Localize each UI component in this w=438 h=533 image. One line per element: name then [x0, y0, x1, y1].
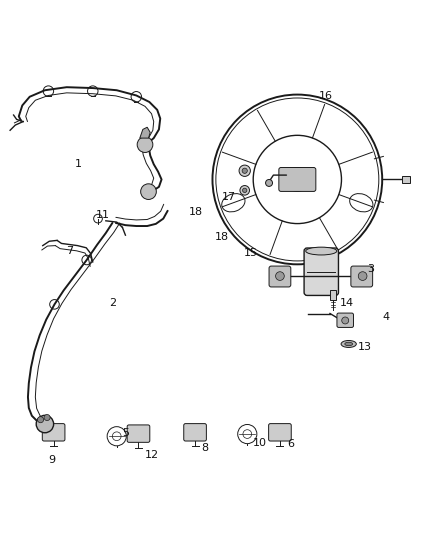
Text: 1: 1 — [74, 159, 81, 169]
Circle shape — [342, 317, 349, 324]
FancyBboxPatch shape — [279, 167, 316, 191]
Circle shape — [242, 168, 247, 173]
FancyBboxPatch shape — [304, 248, 339, 295]
Text: 17: 17 — [222, 192, 236, 202]
Polygon shape — [140, 127, 150, 138]
Text: 18: 18 — [215, 232, 229, 242]
Circle shape — [358, 272, 367, 280]
Circle shape — [276, 272, 284, 280]
FancyBboxPatch shape — [337, 313, 353, 327]
Text: 14: 14 — [340, 298, 354, 308]
Circle shape — [38, 417, 44, 423]
Text: 5: 5 — [122, 428, 129, 438]
FancyBboxPatch shape — [42, 424, 65, 441]
Text: 6: 6 — [287, 439, 294, 449]
FancyBboxPatch shape — [351, 266, 373, 287]
Circle shape — [137, 137, 153, 152]
Text: 9: 9 — [48, 455, 56, 465]
Circle shape — [286, 167, 309, 191]
Ellipse shape — [306, 247, 337, 255]
Circle shape — [243, 188, 247, 192]
FancyBboxPatch shape — [127, 425, 150, 442]
Text: 3: 3 — [367, 264, 374, 273]
Text: 8: 8 — [201, 443, 209, 454]
Text: 15: 15 — [244, 248, 258, 259]
Text: 10: 10 — [253, 438, 267, 448]
Text: 13: 13 — [358, 342, 372, 352]
Bar — [330, 290, 336, 300]
FancyBboxPatch shape — [184, 424, 206, 441]
Text: 11: 11 — [96, 210, 110, 220]
Text: 7: 7 — [66, 246, 73, 256]
Text: 16: 16 — [319, 91, 333, 101]
Text: 4: 4 — [382, 312, 389, 322]
Circle shape — [36, 415, 53, 433]
Circle shape — [141, 184, 156, 199]
FancyBboxPatch shape — [269, 266, 291, 287]
Circle shape — [44, 415, 50, 421]
Circle shape — [240, 185, 250, 195]
Text: 12: 12 — [145, 450, 159, 461]
Ellipse shape — [345, 342, 353, 346]
Bar — [402, 176, 410, 182]
Text: 18: 18 — [188, 207, 203, 216]
Ellipse shape — [341, 341, 356, 348]
FancyBboxPatch shape — [268, 424, 291, 441]
Circle shape — [265, 180, 272, 187]
Text: 2: 2 — [110, 298, 117, 309]
Circle shape — [239, 165, 251, 176]
